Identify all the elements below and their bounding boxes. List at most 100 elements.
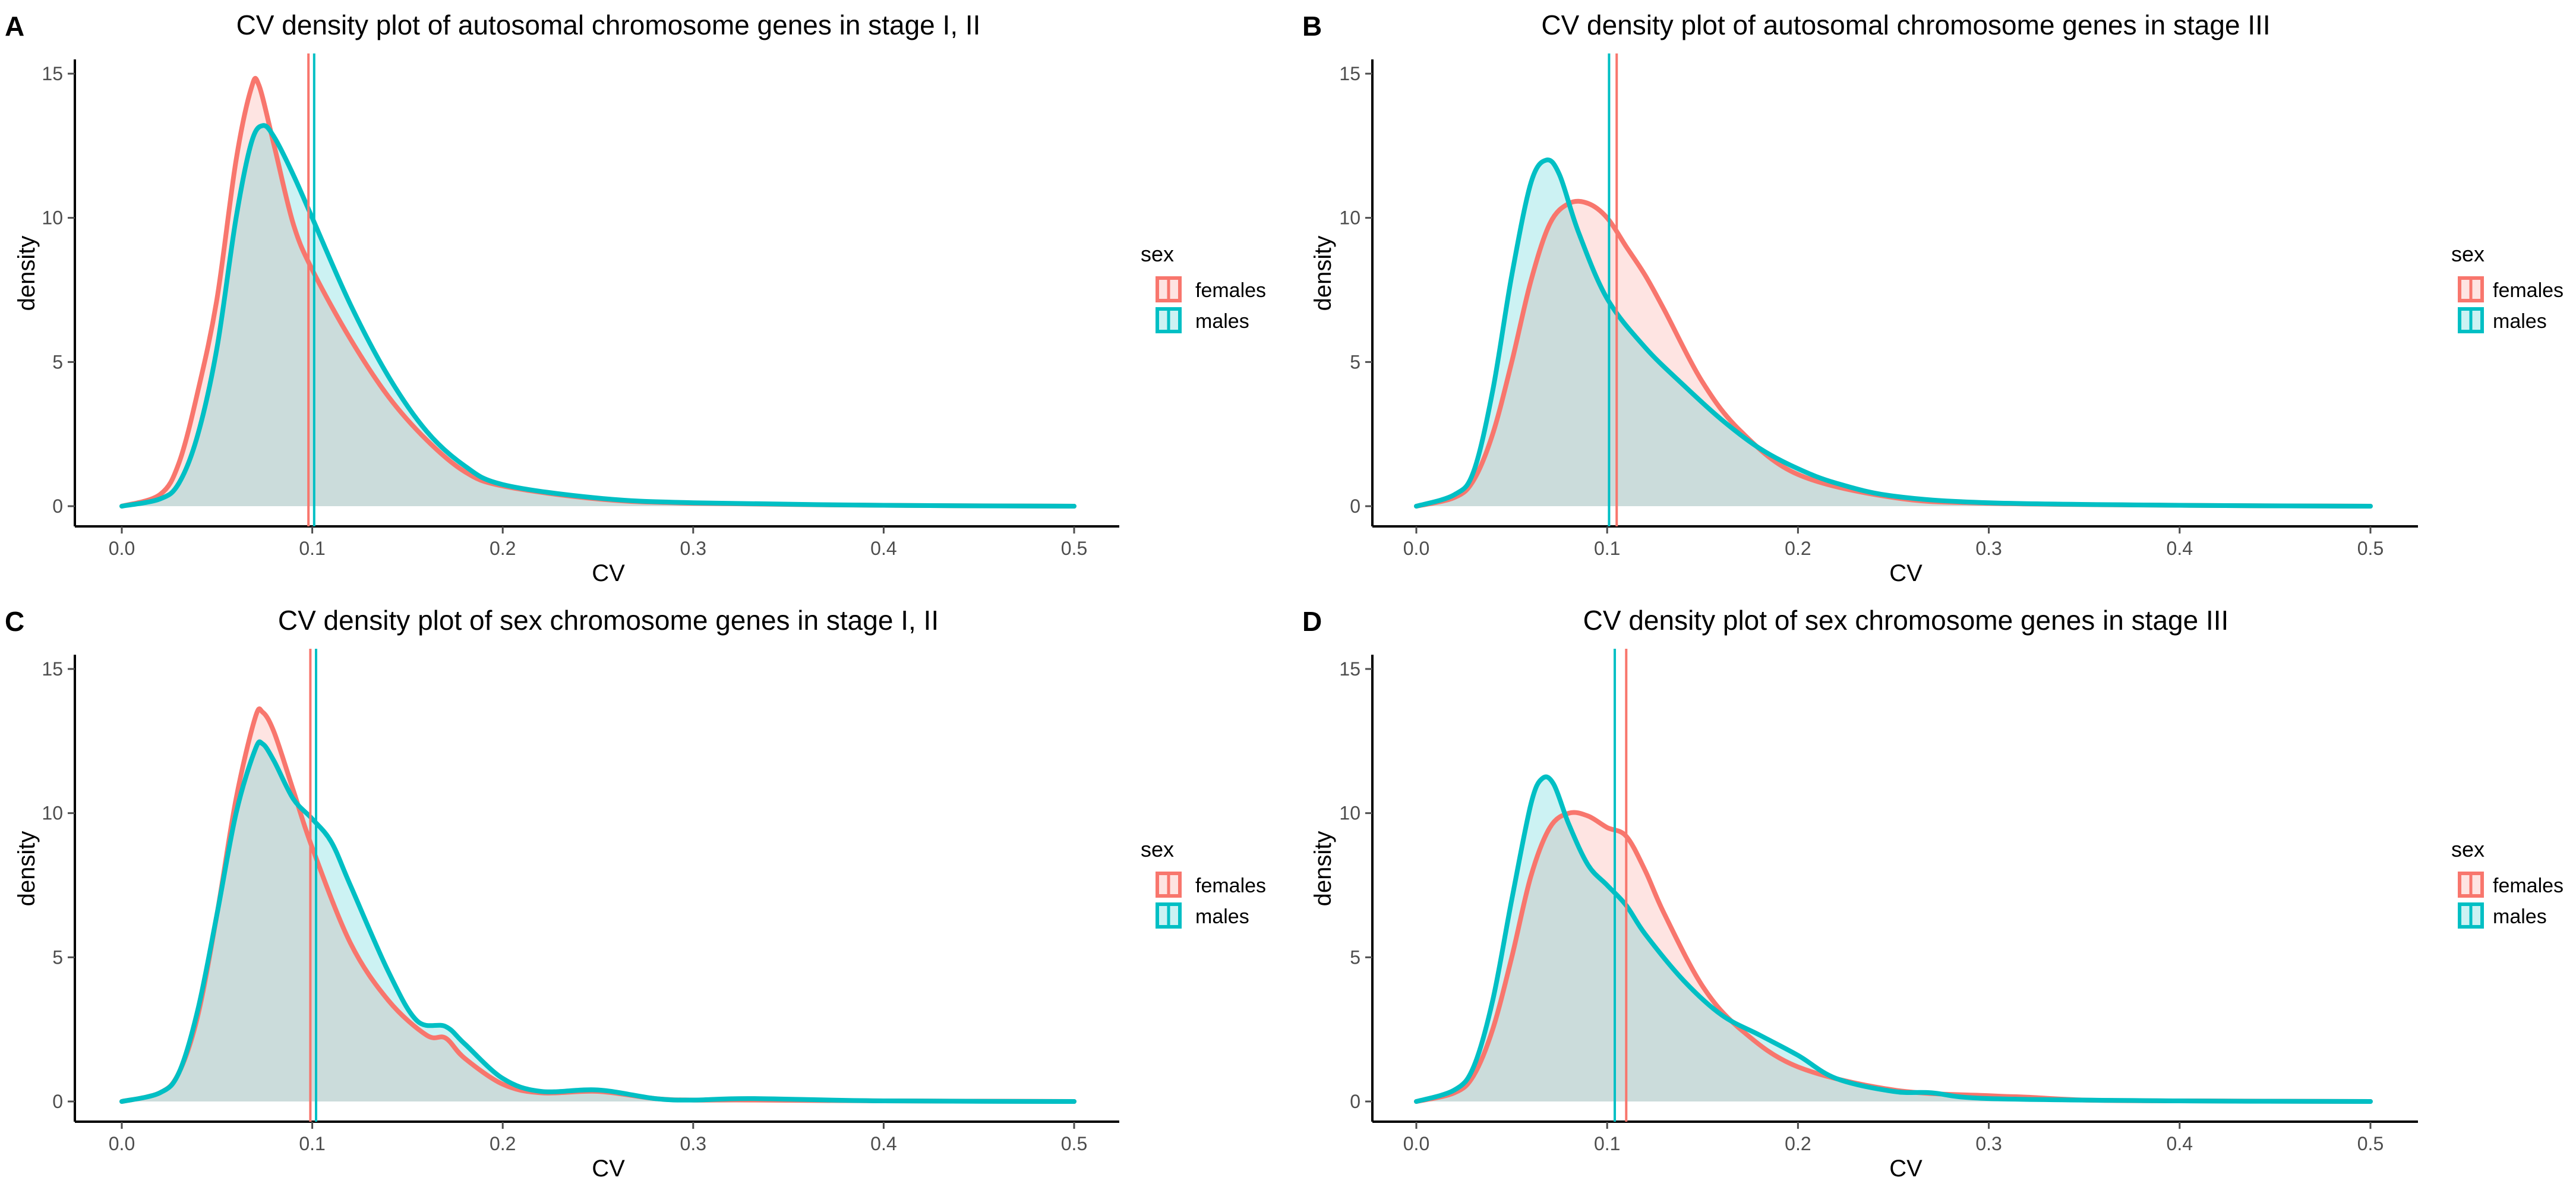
y-tick-label: 5: [52, 946, 63, 968]
density-line-males: [1414, 774, 2373, 1104]
legend-title: sex: [2451, 242, 2485, 266]
y-tick-label: 15: [1339, 63, 1360, 84]
x-tick-label: 0.5: [2357, 538, 2384, 559]
y-axis-label: density: [1310, 831, 1336, 907]
x-tick-label: 0.5: [1061, 1133, 1087, 1154]
y-tick-label: 10: [42, 803, 63, 824]
x-tick-label: 0.4: [2167, 538, 2193, 559]
y-tick-label: 10: [42, 207, 63, 229]
plot-area: 0 5 10 15 0.0 0.1 0.2 0.3 0.4 0.5: [1339, 649, 2418, 1154]
density-line-males: [119, 123, 1077, 509]
legend-title: sex: [2451, 837, 2485, 861]
legend-label-males: males: [2493, 310, 2547, 333]
x-tick-label: 0.3: [1975, 538, 2002, 559]
y-axis-label: density: [1310, 236, 1336, 311]
x-tick-label: 0.2: [490, 538, 516, 559]
y-tick-label: 10: [1339, 803, 1360, 824]
x-tick-label: 0.0: [1403, 538, 1429, 559]
legend-item-males: males: [2458, 902, 2547, 929]
chart-title: CV density plot of sex chromosome genes …: [278, 605, 939, 636]
legend: sex females males: [2451, 242, 2564, 333]
density-area-females: [1416, 812, 2370, 1101]
x-tick-label: 0.0: [109, 538, 135, 559]
x-tick-label: 0.4: [2167, 1133, 2193, 1154]
panel-letter: D: [1302, 606, 1322, 637]
legend: sex females males: [1141, 242, 1266, 333]
y-tick-label: 5: [1350, 351, 1360, 373]
y-tick-label: 0: [52, 495, 63, 517]
y-tick-label: 5: [1350, 946, 1360, 968]
x-tick-label: 0.5: [1061, 538, 1087, 559]
legend-label-females: females: [1195, 279, 1266, 302]
x-tick-label: 0.2: [490, 1133, 516, 1154]
x-axis-label: CV: [592, 1156, 625, 1182]
legend-label-males: males: [2493, 905, 2547, 928]
legend-label-males: males: [1195, 310, 1249, 333]
x-tick-label: 0.1: [1594, 1133, 1620, 1154]
legend-label-females: females: [2493, 875, 2564, 897]
x-tick-label: 0.0: [1403, 1133, 1429, 1154]
density-line-males: [119, 739, 1077, 1104]
legend-item-males: males: [2458, 307, 2547, 333]
legend-item-males: males: [1156, 902, 1249, 929]
legend-title: sex: [1141, 837, 1174, 861]
density-area-females: [122, 78, 1074, 506]
legend-item-females: females: [1156, 276, 1266, 302]
legend: sex females males: [1141, 837, 1266, 929]
chart-title: CV density plot of autosomal chromosome …: [236, 10, 981, 40]
legend-label-males: males: [1195, 905, 1249, 928]
chart-title: CV density plot of sex chromosome genes …: [1583, 605, 2229, 636]
panel-a: A CV density plot of autosomal chromosom…: [5, 10, 1266, 586]
x-axis-label: CV: [1889, 1156, 1922, 1182]
density-area-males: [122, 125, 1074, 507]
x-tick-label: 0.2: [1785, 538, 1811, 559]
plot-area: 0 5 10 15 0.0 0.1 0.2 0.3 0.4 0.5: [42, 53, 1119, 559]
y-tick-label: 5: [52, 351, 63, 373]
legend-item-males: males: [1156, 307, 1249, 333]
density-area-females: [1416, 201, 2370, 506]
panel-b: B CV density plot of autosomal chromosom…: [1302, 10, 2564, 586]
y-tick-label: 0: [1350, 1091, 1360, 1112]
x-tick-label: 0.1: [1594, 538, 1620, 559]
density-area-males: [1416, 777, 2370, 1101]
density-area-females: [122, 709, 1074, 1101]
x-tick-label: 0.2: [1785, 1133, 1811, 1154]
x-tick-label: 0.1: [299, 538, 325, 559]
y-tick-label: 0: [1350, 495, 1360, 517]
panel-letter: C: [5, 606, 24, 637]
y-tick-label: 15: [42, 63, 63, 84]
plot-area: 0 5 10 15 0.0 0.1 0.2 0.3 0.4 0.5: [1339, 53, 2418, 559]
density-area-males: [122, 741, 1074, 1101]
legend-item-females: females: [2458, 872, 2564, 898]
x-tick-label: 0.3: [1975, 1133, 2002, 1154]
plot-area: 0 5 10 15 0.0 0.1 0.2 0.3 0.4 0.5: [42, 649, 1119, 1154]
y-tick-label: 10: [1339, 207, 1360, 229]
x-axis-label: CV: [1889, 560, 1922, 586]
y-tick-label: 15: [1339, 658, 1360, 680]
x-tick-label: 0.5: [2357, 1133, 2384, 1154]
panel-letter: A: [5, 11, 24, 42]
x-tick-label: 0.0: [109, 1133, 135, 1154]
y-axis-label: density: [14, 236, 40, 311]
x-axis-label: CV: [592, 560, 625, 586]
legend: sex females males: [2451, 837, 2564, 929]
x-tick-label: 0.3: [680, 1133, 706, 1154]
panel-c: C CV density plot of sex chromosome gene…: [5, 605, 1266, 1182]
legend-item-females: females: [2458, 276, 2564, 302]
density-line-males: [1414, 157, 2373, 509]
legend-label-females: females: [2493, 279, 2564, 302]
y-axis-label: density: [14, 831, 40, 907]
y-tick-label: 0: [52, 1091, 63, 1112]
legend-title: sex: [1141, 242, 1174, 266]
x-tick-label: 0.3: [680, 538, 706, 559]
x-tick-label: 0.4: [870, 538, 896, 559]
legend-item-females: females: [1156, 872, 1266, 898]
panel-letter: B: [1302, 11, 1322, 42]
panel-d: D CV density plot of sex chromosome gene…: [1302, 605, 2564, 1182]
x-tick-label: 0.4: [870, 1133, 896, 1154]
chart-title: CV density plot of autosomal chromosome …: [1541, 10, 2270, 40]
y-tick-label: 15: [42, 658, 63, 680]
legend-label-females: females: [1195, 875, 1266, 897]
density-area-males: [1416, 160, 2370, 506]
